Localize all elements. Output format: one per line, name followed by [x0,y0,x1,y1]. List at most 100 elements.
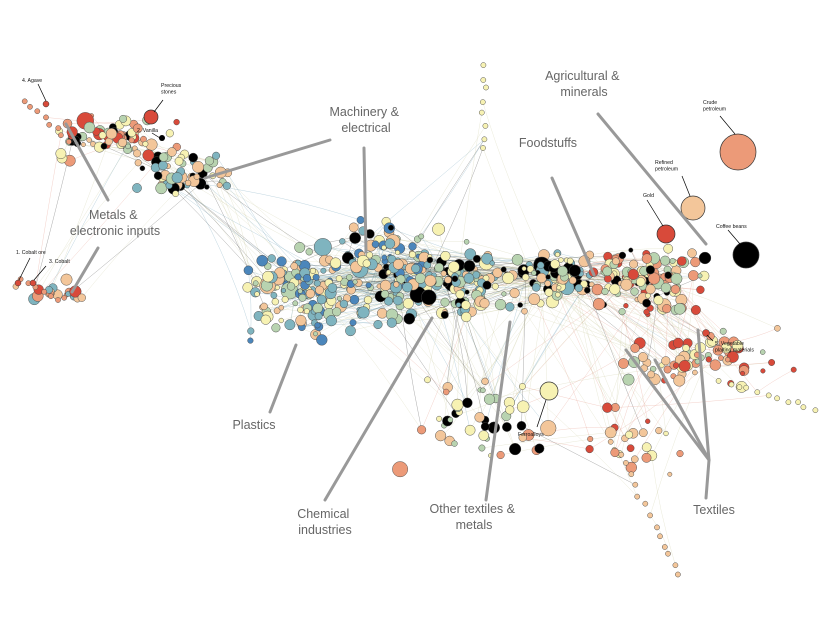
network-node [655,427,663,435]
network-edge [555,287,631,449]
node-coffee-beans[interactable] [732,241,760,269]
network-node [276,256,287,267]
network-node [592,297,606,311]
network-node [509,287,520,299]
network-node [393,281,400,288]
network-node [760,368,766,374]
network-node [48,293,54,300]
node-refined-petroleum[interactable] [680,195,706,221]
network-edge [418,294,508,428]
label-chemical-line1: Chemical [297,507,349,521]
network-edge [650,308,709,360]
network-edge [48,145,127,290]
network-node [380,289,390,299]
network-node [479,99,486,105]
network-node [492,267,503,278]
network-edge [528,427,615,436]
network-node [316,334,328,346]
node-label-pointers [18,83,741,428]
network-node [768,359,776,366]
network-node [271,298,279,306]
network-node [602,266,613,277]
node-gold[interactable] [656,224,676,244]
network-edge [589,248,669,256]
network-node [601,287,609,296]
network-node [558,257,564,263]
network-node [444,276,452,284]
network-node [348,222,359,233]
network-edge [615,395,769,408]
label-foodstuffs-line1: Foodstuffs [519,136,577,150]
network-node [463,272,475,284]
network-node [709,359,721,371]
machinery-pointer [203,138,332,180]
network-node [502,271,515,285]
network-edge [509,303,600,403]
network-node [545,274,551,280]
network-node [349,319,357,327]
network-node [256,254,268,267]
network-node [635,277,646,287]
network-node [663,243,674,254]
network-node [313,331,318,337]
network-node [661,544,668,550]
node-cobalt[interactable] [29,279,37,287]
network-node [357,306,370,319]
node-crude-petroleum[interactable] [719,133,757,171]
network-node [55,125,62,131]
network-node [174,156,184,166]
label-vegetable-plaiting-line1: 5. Vegetable [715,341,744,347]
label-chemical-line2: industries [298,523,352,537]
node-ferroalloys[interactable] [539,381,559,401]
label-machinery-line1: Machinery & [330,105,400,119]
network-node [591,283,604,296]
network-node [440,250,451,262]
network-node [204,156,214,166]
coffee-beans-pointer [727,229,741,245]
network-node [568,264,581,277]
network-node [618,358,629,369]
network-node [662,304,672,314]
network-edge [651,455,676,566]
network-node [665,550,671,557]
plastics-pointer [268,343,298,414]
network-node [622,373,635,386]
node-vegetable-plaiting[interactable] [702,329,710,337]
network-node [672,562,679,569]
network-node [696,285,705,294]
network-node [349,232,361,244]
network-node [628,247,634,253]
network-node [402,282,413,293]
network-node [165,129,174,138]
network-node [260,314,271,325]
node-agave[interactable] [42,100,50,108]
network-node [440,270,447,277]
node-precious-stones[interactable] [143,109,159,125]
network-node [432,222,446,236]
label-precious-stones-line1: Precious [161,83,182,89]
network-node [171,172,183,184]
network-node [566,257,574,265]
network-edge [421,281,479,430]
network-node [393,295,403,306]
machinery-pointer-2 [362,146,368,254]
network-node [660,255,671,266]
network-node [645,418,651,424]
network-node [327,283,338,293]
network-edge [489,368,654,400]
network-node [688,270,699,281]
network-node [627,268,639,280]
label-agricultural-line2: minerals [560,85,607,99]
network-node [254,291,260,297]
network-node [384,296,393,306]
node-cobalt-ore[interactable] [14,279,22,287]
node-vanilla[interactable] [159,135,165,141]
network-node [480,77,487,83]
network-node [21,98,28,105]
network-node [623,460,629,466]
network-node [373,319,383,330]
network-node [451,440,458,447]
network-edge [553,276,626,439]
network-node [634,493,641,500]
network-node [313,279,321,287]
